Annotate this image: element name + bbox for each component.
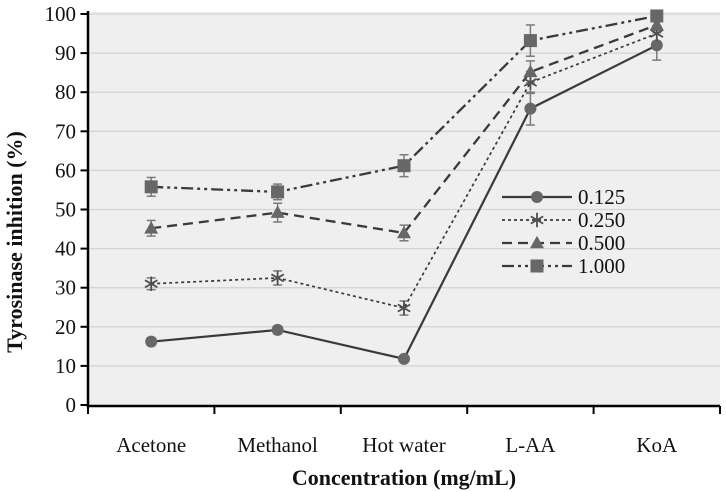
circle-marker-0.125-Hot water	[398, 352, 410, 365]
legend-asterisk-marker	[530, 212, 544, 228]
y-tick-label-80: 80	[55, 80, 76, 104]
square-marker-1.000-L-AA	[523, 34, 537, 48]
triangle-marker-0.500-KoA	[649, 17, 664, 31]
series-line-0.500	[151, 23, 658, 235]
asterisk-marker-0.250-Acetone	[144, 276, 158, 291]
x-category-label: Hot water	[362, 433, 445, 457]
x-category-label: Methanol	[237, 433, 318, 457]
legend-triangle-marker	[530, 235, 544, 249]
square-marker-1.000-Acetone	[144, 180, 158, 194]
legend-item-0.125: 0.125	[502, 185, 625, 209]
y-tick-label-90: 90	[55, 41, 76, 65]
square-marker-1.000-KoA	[650, 9, 664, 23]
y-tick-label-100: 100	[45, 2, 77, 26]
y-axis-title: Tyrosinase inhition (%)	[2, 131, 27, 353]
x-category-labels: Acetone Methanol Hot water L-AA KoA	[116, 433, 678, 457]
asterisk-marker-0.250-Hot water	[397, 300, 411, 316]
axes	[80, 11, 721, 414]
legend-label: 1.000	[578, 254, 625, 278]
circle-marker-0.125-L-AA	[524, 102, 537, 115]
series-markers	[144, 9, 664, 365]
legend-item-0.500: 0.500	[502, 231, 625, 255]
legend-item-0.250: 0.250	[502, 208, 625, 232]
y-tick-label-60: 60	[55, 158, 76, 182]
legend-item-1.000: 1.000	[502, 254, 625, 278]
square-marker-1.000-Methanol	[271, 185, 285, 199]
x-category-label: KoA	[636, 433, 678, 457]
x-category-label: L-AA	[505, 433, 556, 457]
triangle-marker-0.500-Methanol	[270, 205, 285, 218]
square-marker-1.000-Hot water	[397, 159, 411, 173]
circle-marker-0.125-Acetone	[145, 335, 158, 348]
legend-circle-marker	[531, 191, 543, 203]
legend-label: 0.250	[578, 208, 625, 232]
y-tick-label-50: 50	[55, 198, 76, 222]
series-line-1.000	[151, 14, 658, 194]
asterisk-marker-0.250-L-AA	[523, 75, 538, 90]
triangle-marker-0.500-Acetone	[144, 221, 159, 234]
y-tick-label-10: 10	[55, 354, 76, 378]
triangle-marker-0.500-L-AA	[523, 64, 538, 78]
y-tick-label-0: 0	[66, 393, 77, 417]
x-axis-title: Concentration (mg/mL)	[292, 465, 516, 490]
y-tick-label-20: 20	[55, 315, 76, 339]
legend-label: 0.125	[578, 185, 625, 209]
y-tick-label-30: 30	[55, 276, 76, 300]
y-tick-label-40: 40	[55, 237, 76, 261]
legend-label: 0.500	[578, 231, 625, 255]
x-category-label: Acetone	[116, 433, 186, 457]
series-line-0.250	[151, 32, 658, 310]
legend-square-marker	[530, 259, 544, 273]
asterisk-marker-0.250-Methanol	[270, 270, 285, 286]
y-tick-labels: 0 10 20 30 40 50 60 70 80 90 100	[45, 2, 77, 417]
triangle-marker-0.500-Hot water	[397, 225, 411, 239]
y-tick-label-70: 70	[55, 119, 76, 143]
circle-marker-0.125-KoA	[650, 39, 663, 52]
circle-marker-0.125-Methanol	[271, 323, 284, 336]
